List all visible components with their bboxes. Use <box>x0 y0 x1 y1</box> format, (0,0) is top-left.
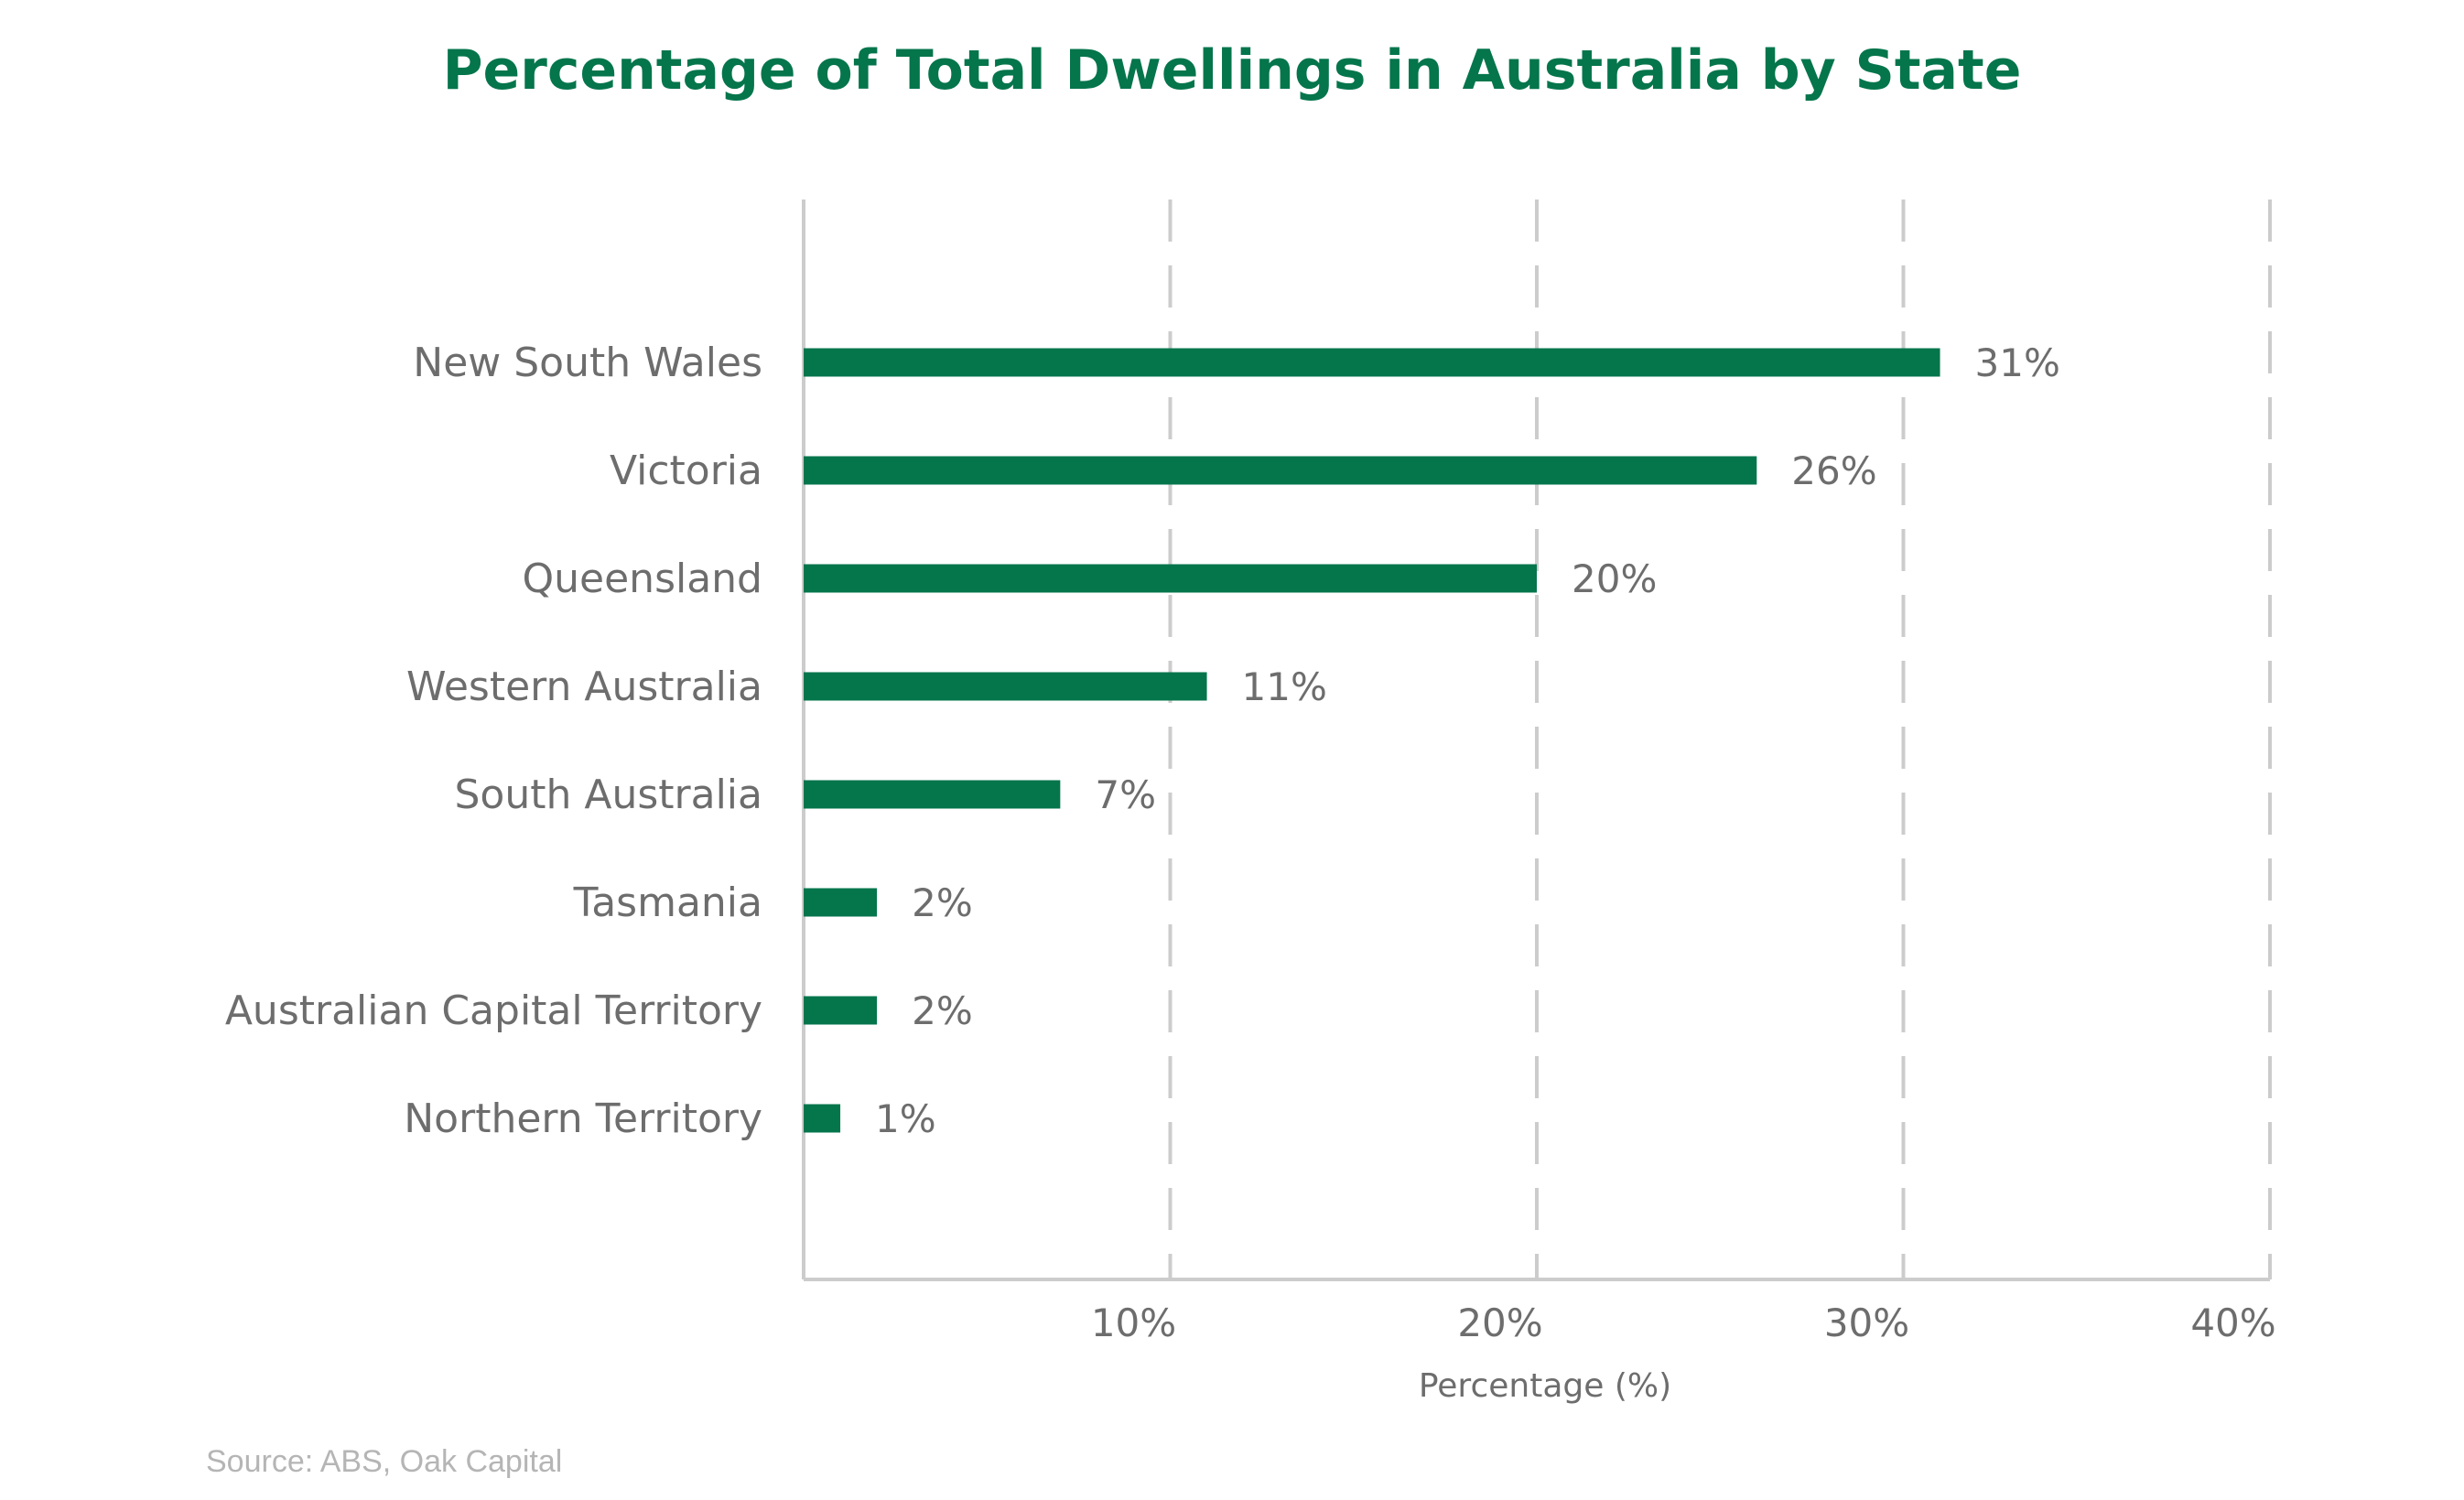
bar <box>804 348 1940 377</box>
x-tick-label: 10% <box>1091 1300 1176 1345</box>
x-tick-label: 20% <box>1457 1300 1542 1345</box>
bar <box>804 996 878 1025</box>
bar <box>804 888 878 917</box>
source-note: Source: ABS, Oak Capital <box>206 1444 563 1479</box>
value-label: 2% <box>912 988 973 1033</box>
value-label: 26% <box>1791 448 1876 493</box>
bar <box>804 1104 841 1133</box>
x-axis-title: Percentage (%) <box>1419 1367 1671 1405</box>
bars <box>804 348 1940 1133</box>
grid-lines <box>1168 200 2272 1279</box>
category-label: Western Australia <box>406 664 762 710</box>
category-label: New South Wales <box>413 340 762 386</box>
bar <box>804 456 1757 485</box>
category-label: Australian Capital Territory <box>225 987 762 1034</box>
category-label: Queensland <box>523 556 762 602</box>
category-label: Tasmania <box>573 879 762 926</box>
category-label: Northern Territory <box>404 1095 762 1142</box>
value-label: 2% <box>912 880 973 925</box>
category-label: Victoria <box>610 448 762 494</box>
value-label: 31% <box>1975 340 2060 385</box>
axes <box>802 200 2270 1281</box>
value-label: 11% <box>1242 664 1327 709</box>
bar <box>804 672 1207 701</box>
x-tick-label: 40% <box>2190 1300 2275 1345</box>
chart-title: Percentage of Total Dwellings in Austral… <box>442 38 2022 103</box>
value-label: 20% <box>1572 556 1657 601</box>
labels: 10% 20% 30% 40% New South Wales 31% Victoria 26… <box>225 340 2276 1345</box>
x-tick-label: 30% <box>1824 1300 1909 1345</box>
bar <box>804 564 1537 593</box>
bar <box>804 780 1061 809</box>
category-label: South Australia <box>455 772 763 818</box>
value-label: 1% <box>875 1096 936 1141</box>
value-label: 7% <box>1095 772 1156 817</box>
